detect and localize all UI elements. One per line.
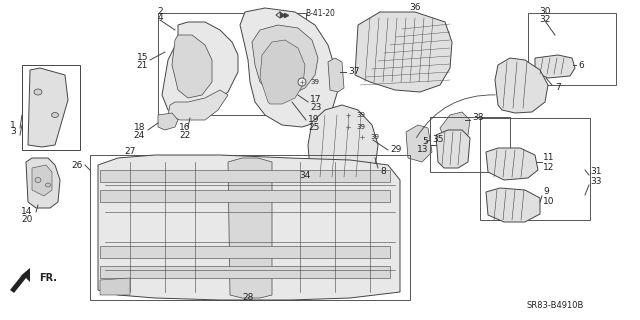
Polygon shape [436,130,470,168]
Ellipse shape [35,178,41,182]
Text: 5: 5 [422,138,428,147]
Bar [480,118,590,220]
Text: 27: 27 [124,148,136,156]
Text: 24: 24 [134,131,145,140]
Polygon shape [10,268,30,293]
Text: 39: 39 [370,134,379,140]
Polygon shape [98,155,400,300]
Text: 25: 25 [308,123,319,132]
Text: 2: 2 [157,7,163,17]
Text: 31: 31 [590,167,602,177]
Text: 15: 15 [136,53,148,62]
Bar [100,190,390,202]
Text: 29: 29 [390,146,401,155]
Text: 37: 37 [348,68,360,76]
Text: 1: 1 [10,121,16,130]
Text: SR83-B4910B: SR83-B4910B [526,300,584,309]
Text: 39: 39 [356,124,365,130]
Text: 6: 6 [578,60,584,69]
Text: 19: 19 [308,116,319,124]
Bar [22,65,80,150]
Text: 30: 30 [540,7,551,17]
Text: 35: 35 [432,135,444,145]
Polygon shape [260,40,305,104]
Text: 39: 39 [356,112,365,118]
Text: 11: 11 [543,154,554,163]
Bar [100,246,390,258]
Text: FR.: FR. [39,273,57,283]
Text: 13: 13 [417,146,428,155]
Polygon shape [406,125,432,162]
Polygon shape [486,148,538,180]
Polygon shape [26,158,60,208]
Ellipse shape [51,113,58,117]
Polygon shape [100,278,130,295]
Text: B-41-20: B-41-20 [305,10,335,19]
Text: 21: 21 [136,60,148,69]
Text: 20: 20 [21,214,33,223]
Circle shape [344,111,352,119]
Text: 8: 8 [380,167,386,177]
Text: 22: 22 [179,131,191,140]
Circle shape [298,78,306,86]
Text: 28: 28 [243,293,253,302]
Polygon shape [240,8,338,127]
Bar [158,13,306,115]
Circle shape [358,133,366,141]
Text: 7: 7 [555,84,561,92]
Polygon shape [32,165,52,196]
Ellipse shape [45,183,51,187]
Polygon shape [308,105,378,185]
Text: 32: 32 [540,14,550,23]
Bar [430,117,510,172]
Polygon shape [495,58,548,113]
Ellipse shape [34,89,42,95]
Text: 26: 26 [72,161,83,170]
Text: 16: 16 [179,124,191,132]
Polygon shape [168,90,228,120]
Text: 18: 18 [134,124,145,132]
Bar [100,170,390,182]
Polygon shape [172,35,212,98]
Bar [100,266,390,278]
Polygon shape [328,58,344,92]
Text: 9: 9 [543,188,548,196]
Text: 12: 12 [543,163,554,172]
Text: 14: 14 [21,207,33,217]
Circle shape [344,123,352,131]
Bar [90,155,410,300]
Polygon shape [440,112,470,142]
Text: 34: 34 [300,171,310,180]
Polygon shape [252,25,318,95]
Text: 17: 17 [310,95,321,105]
Polygon shape [355,12,452,92]
Text: 10: 10 [543,196,554,205]
Polygon shape [162,22,238,112]
Text: 38: 38 [472,114,483,123]
Bar [528,13,616,85]
Polygon shape [158,113,178,130]
Polygon shape [228,158,272,298]
Text: 33: 33 [590,178,602,187]
Polygon shape [28,68,68,147]
Polygon shape [535,55,575,78]
Text: 4: 4 [157,13,163,22]
Polygon shape [486,188,540,222]
Text: 3: 3 [10,127,16,137]
Text: 36: 36 [409,4,420,12]
Text: 23: 23 [310,102,321,111]
Text: 39: 39 [310,79,319,85]
